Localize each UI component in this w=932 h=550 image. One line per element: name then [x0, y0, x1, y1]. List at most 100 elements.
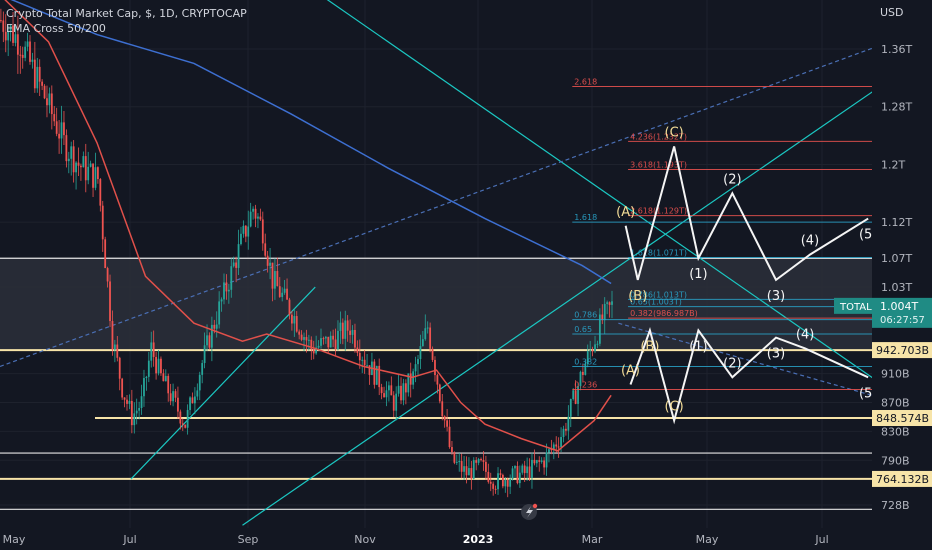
candle-body	[46, 98, 48, 106]
candle-body	[203, 345, 206, 364]
price-tick-label: 1.28T	[881, 101, 912, 114]
level-tag-label: 848.574B	[876, 412, 929, 425]
candle-body	[82, 156, 85, 168]
candle-body	[109, 281, 111, 321]
candle-body	[363, 359, 366, 366]
candle-body	[603, 303, 606, 321]
candle-body	[50, 93, 53, 115]
candle-body	[538, 460, 541, 462]
candle-body	[140, 396, 143, 408]
candle-body	[19, 54, 22, 56]
candle-body	[288, 299, 291, 315]
time-axis: May Jul Sep Nov 2023 Mar May Jul	[0, 528, 932, 550]
candle-body	[582, 371, 584, 375]
candle-body	[164, 375, 167, 382]
candle-body	[281, 292, 284, 297]
time-tick-label: Jul	[122, 533, 136, 546]
candle-body	[453, 452, 456, 463]
fib-level-label: 1.618	[574, 213, 597, 222]
candle-body	[77, 162, 80, 166]
symbol-tag-box	[834, 297, 872, 314]
candle-body	[572, 390, 575, 400]
indicator-title[interactable]: EMA Cross 50/200	[6, 22, 106, 35]
price-tags: 942.703B 848.574B 764.132B TOTAL 1.004T 06:27…	[834, 297, 932, 487]
candle-body	[417, 359, 419, 365]
candle-body	[468, 468, 470, 476]
candle-body	[213, 324, 216, 329]
candle-body	[523, 465, 526, 474]
candle-body	[412, 371, 415, 385]
candle-body	[295, 316, 298, 332]
replay-icon[interactable]	[521, 503, 538, 520]
candle-body	[543, 460, 545, 468]
wave-alternate-path	[629, 327, 869, 425]
candle-body	[186, 409, 189, 428]
candle-body	[451, 447, 453, 453]
candle-body	[366, 365, 368, 367]
candle-body	[174, 391, 177, 398]
candle-body	[540, 460, 543, 462]
price-tick-label: 728B	[881, 499, 910, 512]
candle-body	[332, 335, 335, 340]
candle-body	[339, 322, 342, 331]
candle-body	[492, 483, 495, 489]
candle-body	[53, 114, 56, 122]
candle-body	[72, 146, 75, 173]
symbol-tag-label: TOTAL	[839, 302, 872, 313]
candle-body	[181, 423, 184, 425]
candle-body	[591, 350, 594, 352]
candle-body	[509, 478, 512, 487]
candle-body	[307, 339, 310, 341]
candle-body	[75, 162, 77, 173]
candle-body	[368, 365, 371, 375]
wave-alternate-label: (4)	[796, 327, 814, 342]
candle-body	[26, 41, 29, 47]
candle-body	[184, 424, 187, 428]
candle-body	[504, 480, 507, 487]
candle-body	[194, 396, 196, 404]
candle-body	[324, 336, 327, 339]
candle-body	[499, 473, 502, 475]
candle-body	[414, 364, 417, 372]
candle-body	[388, 385, 390, 391]
level-tag-box	[872, 410, 932, 427]
candle-body	[162, 373, 165, 382]
wave-alternate-label: (C)	[665, 400, 684, 415]
time-tick-label: Mar	[582, 533, 603, 546]
wave-primary-label: (B)	[628, 289, 647, 304]
candle-body	[424, 328, 427, 340]
candle-body	[404, 383, 407, 393]
candle-body	[535, 460, 538, 464]
candle-body	[220, 299, 223, 302]
candle-body	[257, 216, 259, 219]
fib-level-label: 3.618(1.193T)	[630, 160, 687, 169]
candle-body	[344, 320, 347, 339]
candle-body	[242, 225, 245, 234]
candle-body	[446, 420, 448, 427]
candle-body	[252, 208, 254, 212]
price-tick-label: 1.2T	[881, 158, 905, 171]
wave-alternate-label: (2)	[723, 356, 741, 371]
candle-body	[470, 468, 473, 479]
level-tag-box	[872, 470, 932, 487]
candle-body	[586, 351, 589, 365]
candle-body	[55, 121, 58, 134]
candle-body	[208, 335, 211, 348]
candle-body	[305, 337, 308, 341]
candle-body	[378, 365, 381, 388]
candle-body	[210, 324, 213, 348]
candle-body	[361, 359, 364, 361]
candle-body	[441, 401, 444, 417]
wave-primary-path	[624, 146, 869, 282]
candle-body	[601, 314, 604, 321]
candle-body	[565, 428, 567, 431]
candle-body	[172, 391, 174, 402]
symbol-title[interactable]: Crypto Total Market Cap, $, 1D, CRYPTOCA…	[6, 7, 247, 20]
wave-primary-label: (1)	[689, 267, 707, 282]
current-price-box	[872, 297, 932, 328]
level-tag-label: 764.132B	[876, 473, 929, 486]
candle-body	[227, 289, 230, 292]
candle-body	[322, 338, 325, 340]
candle-body	[485, 461, 487, 472]
